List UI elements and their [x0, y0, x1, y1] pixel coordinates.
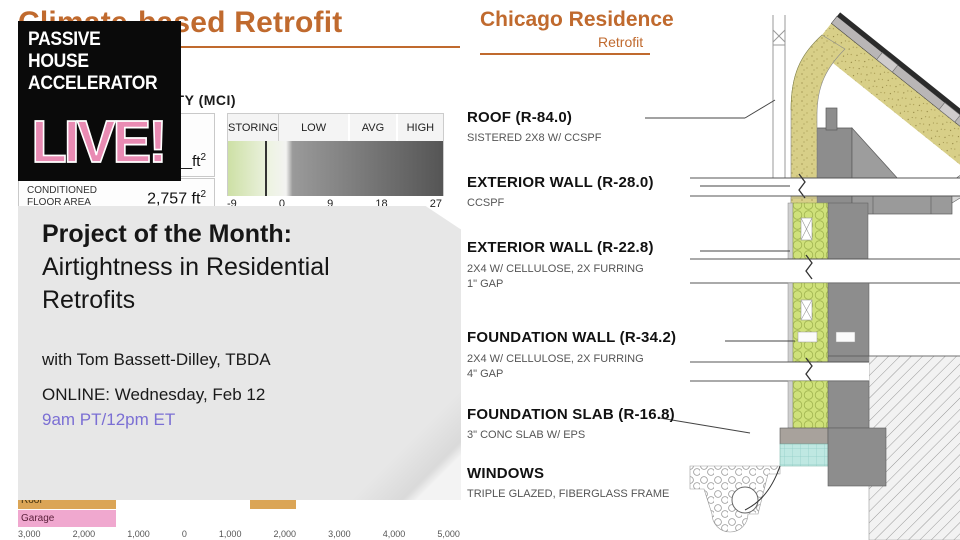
- svg-text:LIVE!: LIVE!: [31, 110, 164, 176]
